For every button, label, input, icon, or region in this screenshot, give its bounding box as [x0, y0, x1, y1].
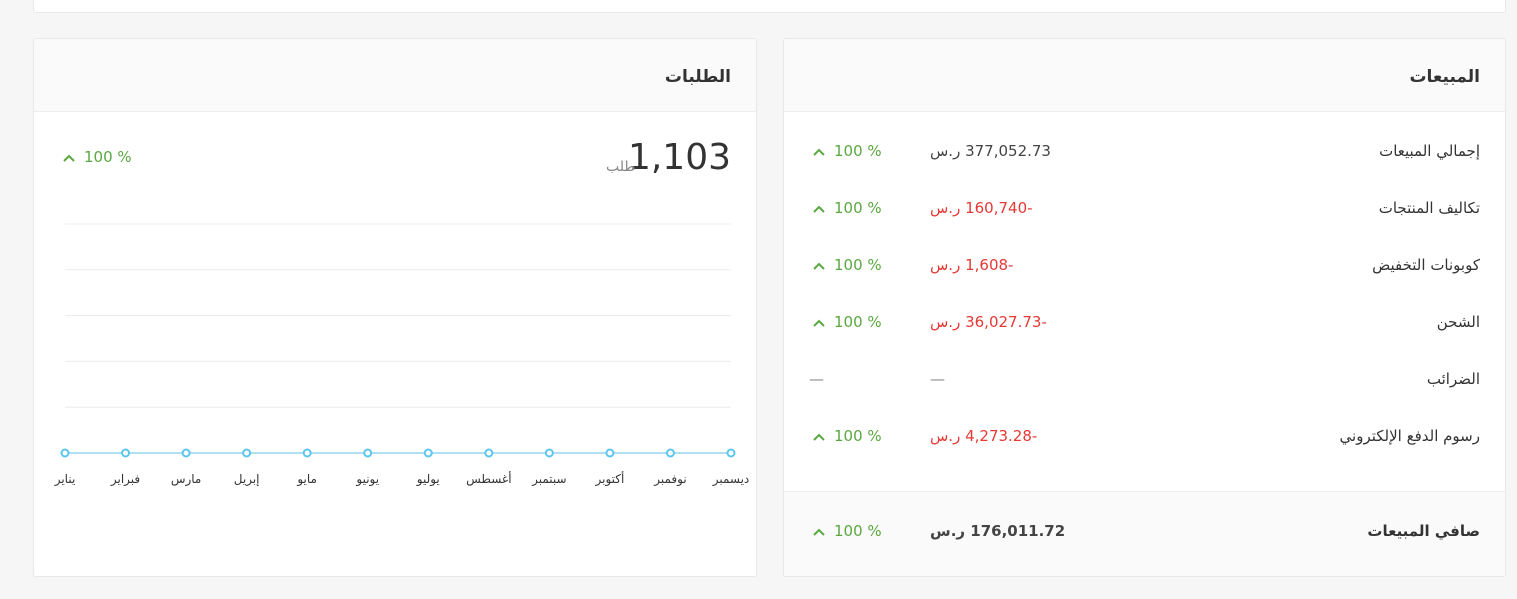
row-amount: -4,273.28 ر.س	[930, 427, 1038, 445]
up-arrow	[813, 262, 825, 270]
row-label: الشحن	[1436, 313, 1480, 331]
x-tick-label: مايو	[296, 472, 317, 487]
row-amount: -36,027.73 ر.س	[930, 313, 1047, 331]
row-change: —	[809, 370, 824, 388]
x-tick-label: فبراير	[110, 472, 140, 487]
x-tick-label: أكتوبر	[594, 471, 624, 487]
point	[60, 448, 70, 458]
net-row	[784, 491, 1505, 576]
arrow-shape	[813, 319, 825, 327]
orders-change: 100 %	[84, 148, 132, 166]
point	[544, 448, 554, 458]
row-label: الضرائب	[1426, 370, 1480, 388]
chart: يناير فبراير مارس إبريل مايو يونيو يوليو أغسطس س…	[54, 223, 750, 487]
row-change: 100 %	[834, 427, 882, 445]
sales-card: المبيعات إجمالي المبيعات 377,052.73 ر.س 10…	[783, 38, 1506, 577]
x-tick-label: يوليو	[416, 472, 440, 487]
x-tick-label: يونيو	[355, 472, 379, 487]
x-tick-label: نوفمبر	[653, 472, 686, 487]
row-change: 100 %	[834, 142, 882, 160]
row-amount: -160,740 ر.س	[930, 199, 1033, 217]
up-arrow	[63, 154, 75, 162]
x-tick-label: يناير	[54, 472, 76, 487]
point	[121, 448, 131, 458]
orders-card: الطلبات 1,103 طلب 100 % يناير فبراير مارس إ…	[33, 38, 757, 577]
point	[423, 448, 433, 458]
point	[242, 448, 252, 458]
up-arrow	[813, 319, 825, 327]
row-change: 100 %	[834, 199, 882, 217]
point	[484, 448, 494, 458]
up-arrow	[813, 528, 825, 536]
row-label: إجمالي المبيعات	[1379, 142, 1480, 160]
card-title: الطلبات	[664, 67, 731, 87]
x-tick-label: أغسطس	[466, 471, 511, 487]
row-label: رسوم الدفع الإلكتروني	[1339, 427, 1480, 445]
row-amount: -1,608 ر.س	[930, 256, 1014, 274]
card-header: المبيعات	[784, 39, 1505, 112]
row-change: 100 %	[834, 256, 882, 274]
x-tick-label: ديسمبر	[712, 472, 750, 487]
point	[605, 448, 615, 458]
up-arrow	[813, 148, 825, 156]
card-title: المبيعات	[1409, 67, 1480, 87]
arrow-shape	[813, 205, 825, 213]
row-label: كوبونات التخفيض	[1372, 256, 1480, 274]
arrow-shape	[813, 433, 825, 441]
point	[363, 448, 373, 458]
row-change: 100 %	[834, 522, 882, 540]
x-tick-label: إبريل	[234, 472, 260, 487]
up-arrow	[813, 433, 825, 441]
point	[665, 448, 675, 458]
row-label: صافي المبيعات	[1367, 522, 1480, 540]
point	[726, 448, 736, 458]
row-amount: —	[930, 370, 945, 388]
point	[181, 448, 191, 458]
top-card	[33, 0, 1506, 13]
card-header: الطلبات	[34, 39, 756, 112]
arrow-shape	[813, 528, 825, 536]
row-label: تكاليف المنتجات	[1378, 199, 1480, 217]
arrow-shape	[813, 262, 825, 270]
point	[302, 448, 312, 458]
orders-unit: طلب	[606, 159, 636, 175]
row-amount: 176,011.72 ر.س	[930, 522, 1066, 540]
row-change: 100 %	[834, 313, 882, 331]
row-amount: 377,052.73 ر.س	[930, 142, 1051, 160]
orders-count: 1,103	[627, 137, 731, 178]
x-tick-label: مارس	[171, 472, 202, 487]
x-tick-label: سبتمبر	[531, 472, 566, 487]
up-arrow	[813, 205, 825, 213]
arrow-shape	[813, 148, 825, 156]
